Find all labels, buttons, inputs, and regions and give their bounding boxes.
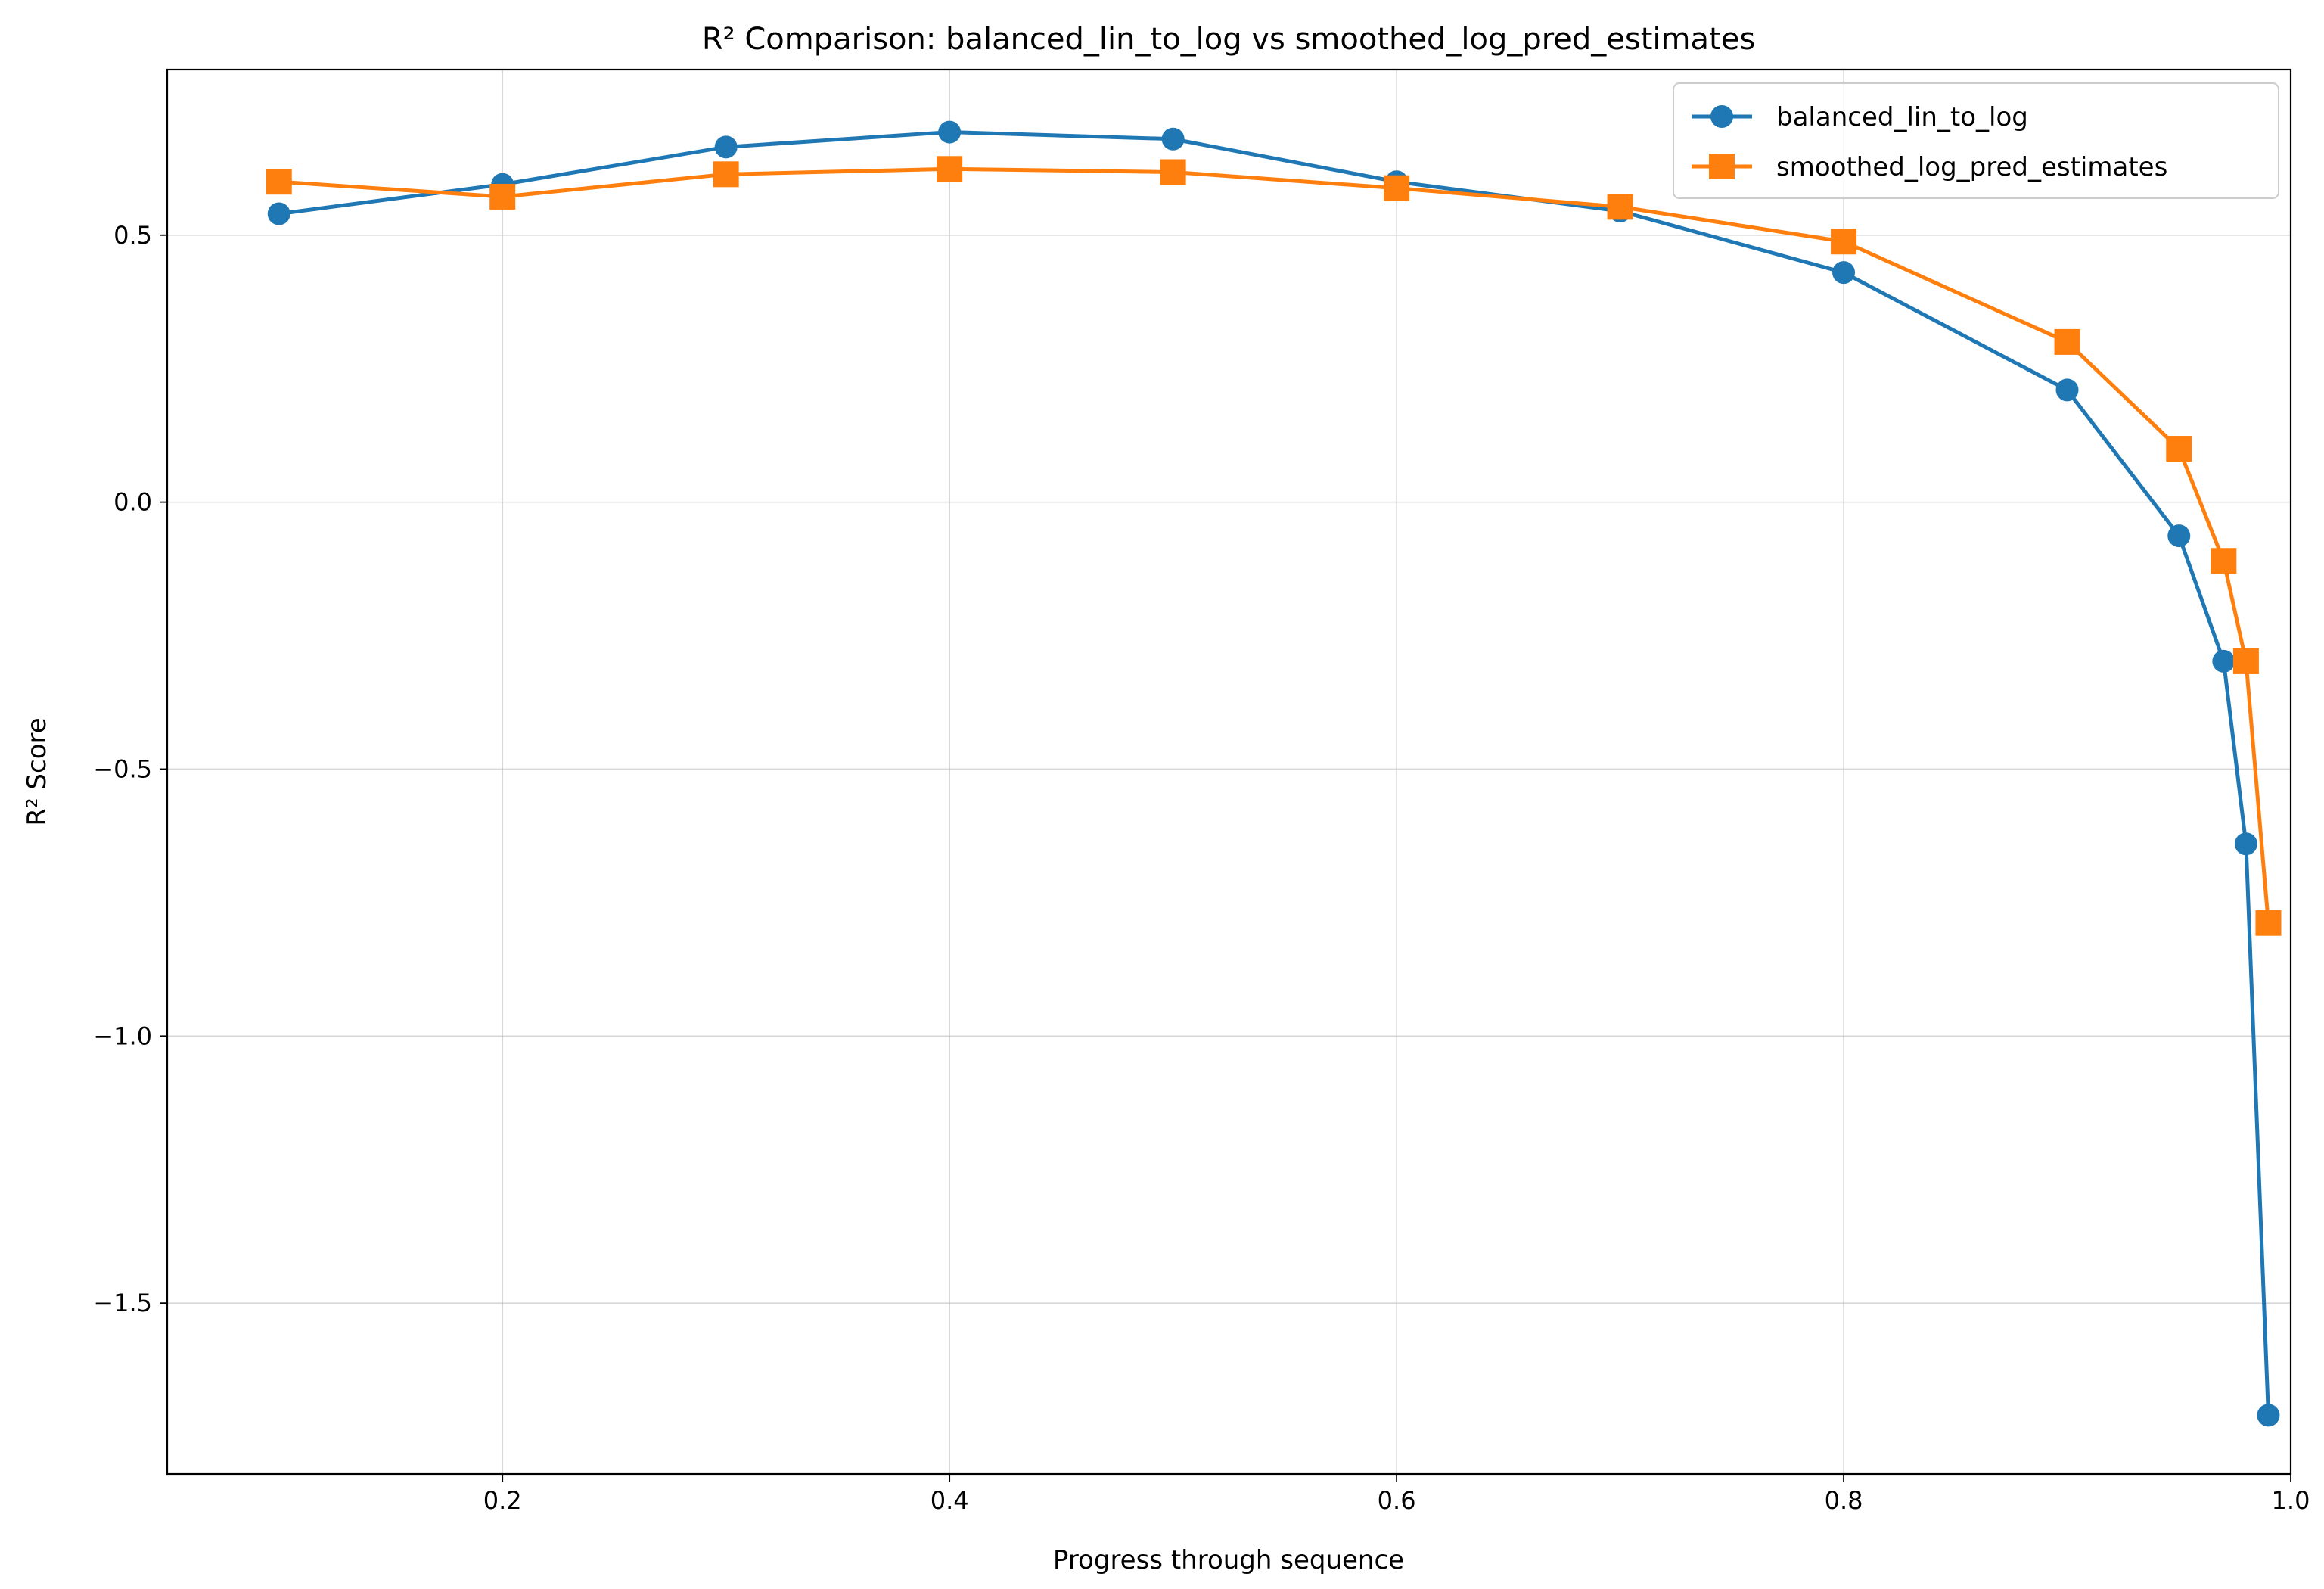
axis-ticks: 0.2 0.4 0.6 0.8 1.0 −1.5 −1.0 −0.5 0.0 0.5: [93, 221, 2310, 1515]
data-point-balanced-lin-to-log-12: [2257, 1404, 2280, 1427]
data-point-smoothed-log-pred-estimates-8: [2054, 328, 2080, 355]
x-tick-label-0-8: 0.8: [1825, 1486, 1863, 1515]
data-point-balanced-lin-to-log-8: [2055, 378, 2079, 402]
data-point-smoothed-log-pred-estimates-12: [2255, 910, 2282, 936]
x-axis-label: Progress through sequence: [1053, 1545, 1404, 1575]
data-point-balanced-lin-to-log-2: [714, 135, 738, 159]
data-point-smoothed-log-pred-estimates-3: [937, 156, 963, 182]
data-point-smoothed-log-pred-estimates-0: [266, 169, 292, 195]
data-point-smoothed-log-pred-estimates-9: [2166, 436, 2192, 462]
data-point-balanced-lin-to-log-10: [2212, 649, 2235, 673]
legend-box: [1673, 82, 2279, 199]
legend: balanced_lin_to_log smoothed_log_pred_est…: [1673, 82, 2279, 199]
x-tick-label-0-4: 0.4: [931, 1486, 969, 1515]
y-axis-label: R² Score: [22, 717, 52, 826]
x-tick-label-0-6: 0.6: [1378, 1486, 1416, 1515]
y-tick-label-1-0: −1.0: [93, 1022, 152, 1050]
data-point-smoothed-log-pred-estimates-7: [1831, 229, 1857, 255]
legend-marker-balanced-lin-to-log: [1710, 105, 1733, 128]
legend-marker-smoothed-log-pred-estimates: [1709, 154, 1735, 179]
y-tick-label-1-5: −1.5: [93, 1289, 152, 1317]
data-point-balanced-lin-to-log-3: [938, 120, 962, 144]
legend-label-smoothed-log-pred-estimates: smoothed_log_pred_estimates: [1776, 152, 2167, 182]
data-point-balanced-lin-to-log-4: [1161, 127, 1185, 151]
data-point-smoothed-log-pred-estimates-11: [2232, 648, 2259, 674]
data-point-smoothed-log-pred-estimates-1: [489, 183, 516, 210]
data-point-balanced-lin-to-log-7: [1832, 261, 1856, 285]
data-point-balanced-lin-to-log-0: [267, 202, 290, 225]
data-point-smoothed-log-pred-estimates-4: [1160, 159, 1186, 185]
series-layer: [266, 120, 2282, 1427]
data-point-balanced-lin-to-log-11: [2234, 832, 2257, 856]
x-tick-label-1-0: 1.0: [2272, 1486, 2310, 1515]
data-point-smoothed-log-pred-estimates-2: [713, 161, 739, 188]
series-smoothed-log-pred-estimates: [266, 156, 2282, 936]
legend-label-balanced-lin-to-log: balanced_lin_to_log: [1776, 102, 2028, 132]
legend-item-balanced-lin-to-log: balanced_lin_to_log: [1692, 102, 2028, 132]
plot-frame: [166, 68, 2292, 1476]
y-tick-label-0-5: −0.5: [93, 754, 152, 783]
x-tick-label-0-2: 0.2: [483, 1486, 522, 1515]
chart-title: R² Comparison: balanced_lin_to_log vs sm…: [702, 22, 1755, 57]
data-point-smoothed-log-pred-estimates-5: [1384, 175, 1410, 201]
y-tick-label-0-5: 0.5: [113, 221, 152, 250]
data-point-smoothed-log-pred-estimates-10: [2211, 548, 2237, 574]
legend-item-smoothed-log-pred-estimates: smoothed_log_pred_estimates: [1692, 152, 2167, 182]
data-point-smoothed-log-pred-estimates-6: [1607, 194, 1633, 220]
y-tick-label-0-0: 0.0: [113, 488, 152, 517]
data-point-balanced-lin-to-log-9: [2167, 524, 2191, 548]
